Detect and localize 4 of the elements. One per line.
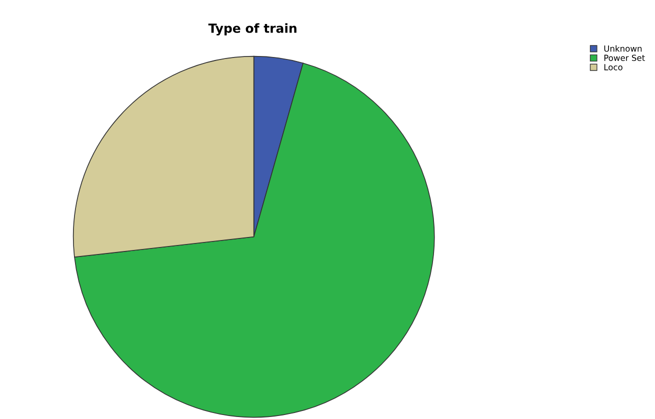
legend-label: Unknown bbox=[604, 45, 642, 52]
chart-title: Type of train bbox=[208, 23, 296, 36]
legend-label: Loco bbox=[604, 64, 622, 70]
legend-label: Power Set bbox=[604, 54, 645, 61]
